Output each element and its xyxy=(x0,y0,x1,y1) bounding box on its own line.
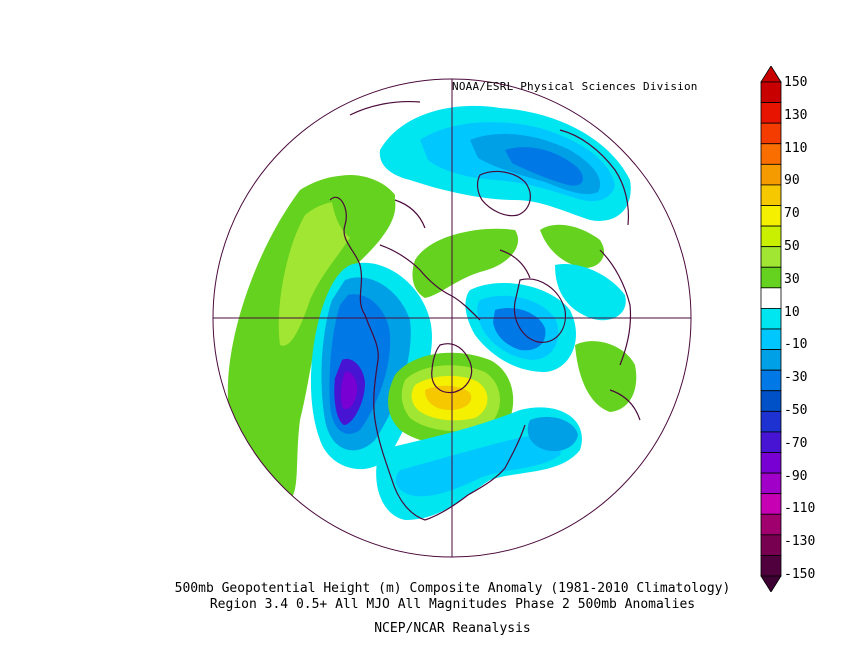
colorbar-tick-label: 110 xyxy=(784,140,808,156)
colorbar-tick-label: -30 xyxy=(784,370,808,386)
caption-title: 500mb Geopotential Height (m) Composite … xyxy=(174,581,731,596)
attribution-text: NOAA/ESRL Physical Sciences Division xyxy=(452,80,698,93)
negative-anomaly-trough-center xyxy=(340,371,358,410)
colorbar-tick-label: -50 xyxy=(784,403,808,418)
colorbar-segment xyxy=(760,369,782,392)
colorbar-segment xyxy=(760,493,782,515)
colorbar-segment xyxy=(760,472,782,495)
positive-anomaly-west-pacific xyxy=(575,341,637,412)
positive-anomaly-siberia xyxy=(540,224,605,268)
colorbar-segment xyxy=(760,184,782,206)
graticule xyxy=(212,78,692,558)
colorbar-segment xyxy=(760,431,782,453)
colorbar-segment xyxy=(760,349,782,371)
negative-anomaly-atlantic xyxy=(527,416,578,452)
positive-anomaly-canada-90 xyxy=(425,385,472,410)
colorbar-bottom-triangle xyxy=(760,575,782,592)
caption-subtitle: Region 3.4 0.5+ All MJO All Magnitudes P… xyxy=(209,597,696,612)
colorbar-tick-label: 10 xyxy=(784,304,800,320)
colorbar-segment xyxy=(760,410,782,433)
colorbar-tick-label: -90 xyxy=(784,468,808,484)
colorbar-segment xyxy=(760,122,782,145)
positive-anomaly-pacific-core xyxy=(278,201,360,346)
colorbar-tick-label: -130 xyxy=(784,534,816,550)
colorbar-segment xyxy=(760,390,782,412)
colorbar-segment xyxy=(760,102,782,124)
coastlines xyxy=(329,100,641,521)
colorbar-tick-label: 70 xyxy=(784,206,800,222)
colorbar-segment xyxy=(760,163,782,186)
colorbar-segment xyxy=(760,246,782,268)
negative-anomaly-southern-30 xyxy=(395,435,561,497)
colorbar-tick-label: -10 xyxy=(784,337,808,353)
colorbar-tick-label: -150 xyxy=(784,567,816,582)
colorbar-tick-label: 90 xyxy=(784,173,800,189)
caption-source: NCEP/NCAR Reanalysis xyxy=(374,621,531,636)
colorbar-segment xyxy=(760,287,782,309)
colorbar-segment xyxy=(760,266,782,289)
colorbar-segment xyxy=(760,328,782,350)
colorbar-segment xyxy=(760,225,782,248)
colorbar xyxy=(760,66,782,592)
colorbar-top-triangle xyxy=(760,66,782,83)
positive-anomaly-alaska xyxy=(330,175,395,240)
negative-anomaly-arctic-70 xyxy=(505,147,583,186)
colorbar-tick-label: 30 xyxy=(784,271,800,287)
colorbar-segment xyxy=(760,205,782,227)
anomaly-field xyxy=(213,79,691,557)
colorbar-segment xyxy=(760,452,782,474)
colorbar-segment xyxy=(760,143,782,165)
colorbar-tick-label: 150 xyxy=(784,75,808,90)
negative-anomaly-east-asia xyxy=(555,264,626,321)
positive-anomaly-arctic xyxy=(412,228,519,298)
colorbar-segment xyxy=(760,555,782,577)
colorbar-tick-label: 130 xyxy=(784,107,808,123)
colorbar-segment xyxy=(760,513,782,536)
colorbar-segment xyxy=(760,81,782,103)
colorbar-tick-label: -110 xyxy=(784,501,816,517)
colorbar-segment xyxy=(760,308,782,330)
colorbar-segment xyxy=(760,534,782,556)
colorbar-tick-label: -70 xyxy=(784,435,808,451)
positive-anomaly-pacific xyxy=(227,175,396,500)
colorbar-tick-label: 50 xyxy=(784,239,800,254)
